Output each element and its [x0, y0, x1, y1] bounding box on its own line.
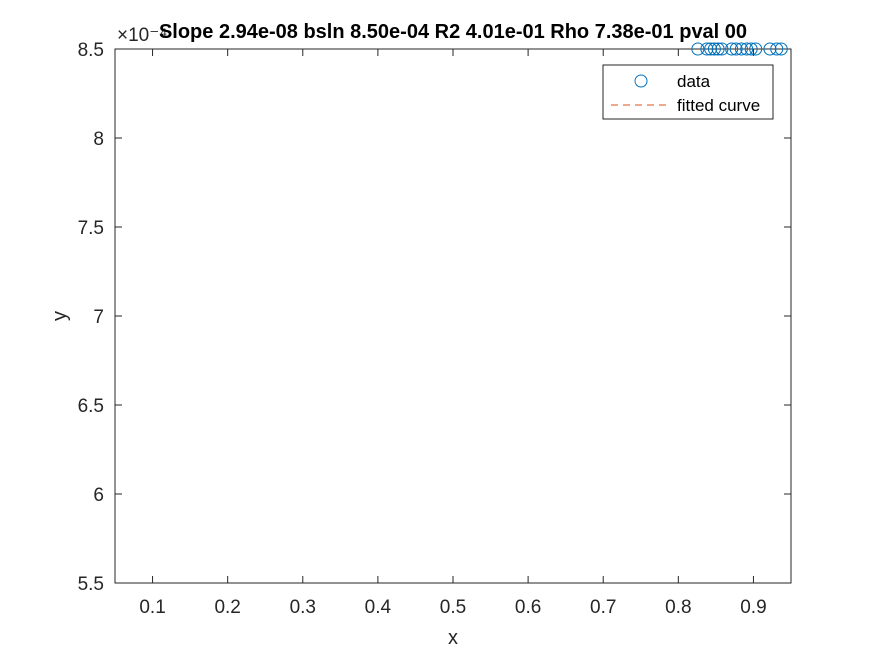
x-tick-label: 0.3 — [290, 597, 316, 618]
legend-fitted-curve-label: fitted curve — [677, 96, 760, 115]
data-point — [734, 42, 748, 56]
x-tick-label: 0.4 — [365, 597, 392, 618]
y-tick-label: 8.5 — [78, 40, 104, 61]
x-axis-label: x — [448, 627, 458, 649]
y-tick-label: 6.5 — [78, 396, 104, 417]
data-point — [774, 42, 788, 56]
data-point — [711, 42, 725, 56]
legend: data fitted curve — [602, 64, 774, 120]
x-tick-label: 0.7 — [590, 597, 616, 618]
legend-data-label: data — [677, 72, 711, 91]
x-tick-label: 0.5 — [440, 597, 466, 618]
data-point — [700, 42, 714, 56]
y-axis-label: y — [49, 311, 71, 321]
plot-area — [114, 48, 792, 584]
data-point — [691, 42, 705, 56]
y-tick-label: 8 — [93, 129, 104, 150]
data-point — [729, 42, 743, 56]
data-point — [725, 42, 739, 56]
legend-data-marker — [634, 74, 648, 88]
data-point — [763, 42, 777, 56]
data-point — [740, 42, 754, 56]
x-tick-label: 0.9 — [740, 597, 766, 618]
x-tick-label: 0.1 — [139, 597, 165, 618]
y-axis-exponent: ×10⁻⁴ — [117, 25, 167, 46]
y-tick-label: 5.5 — [78, 574, 104, 595]
data-point — [744, 42, 758, 56]
y-tick-label: 7.5 — [78, 218, 104, 239]
data-point — [749, 42, 763, 56]
legend-box — [602, 64, 774, 120]
y-tick-label: 7 — [93, 307, 104, 328]
x-axis: 0.1 0.2 0.3 0.4 0.5 0.6 0.7 0.8 0.9 — [139, 49, 767, 618]
data-point — [704, 42, 718, 56]
data-point — [707, 42, 721, 56]
x-tick-label: 0.2 — [214, 597, 240, 618]
y-tick-label: 6 — [93, 485, 104, 506]
chart-title: Slope 2.94e-08 bsln 8.50e-04 R2 4.01e-01… — [159, 21, 747, 43]
data-point — [715, 42, 729, 56]
x-tick-label: 0.6 — [515, 597, 541, 618]
data-point — [770, 42, 784, 56]
x-tick-label: 0.8 — [665, 597, 691, 618]
y-axis: 5.5 6 6.5 7 7.5 8 8.5 — [78, 40, 791, 595]
data-points — [691, 42, 788, 56]
